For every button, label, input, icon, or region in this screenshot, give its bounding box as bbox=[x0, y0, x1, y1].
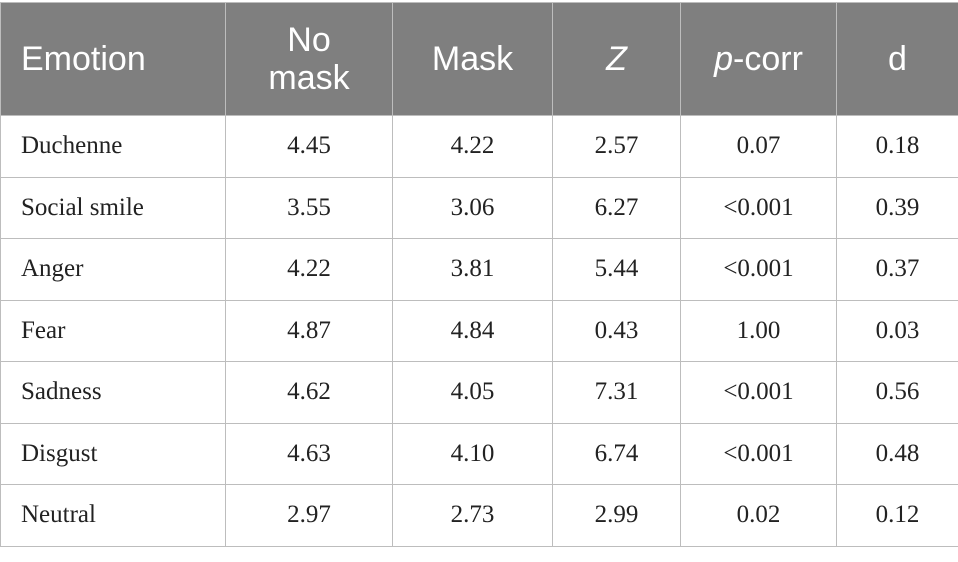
cell: 6.74 bbox=[553, 423, 681, 485]
cell: <0.001 bbox=[681, 423, 837, 485]
header-text: -corr bbox=[733, 40, 803, 78]
cell: 0.02 bbox=[681, 485, 837, 547]
cell: 4.87 bbox=[226, 300, 393, 362]
cell: 2.97 bbox=[226, 485, 393, 547]
cell: <0.001 bbox=[681, 239, 837, 301]
header-cell: Z bbox=[553, 3, 681, 116]
cell: 0.56 bbox=[837, 362, 958, 424]
cell: <0.001 bbox=[681, 362, 837, 424]
cell: 4.22 bbox=[393, 116, 553, 178]
cell: 3.06 bbox=[393, 177, 553, 239]
header-italic: Z bbox=[606, 40, 627, 78]
cell: 7.31 bbox=[553, 362, 681, 424]
row-label: Disgust bbox=[1, 423, 226, 485]
row-label: Sadness bbox=[1, 362, 226, 424]
row-label: Duchenne bbox=[1, 116, 226, 178]
cell: 0.37 bbox=[837, 239, 958, 301]
cell: 4.45 bbox=[226, 116, 393, 178]
header-cell: No mask bbox=[226, 3, 393, 116]
cell: 3.55 bbox=[226, 177, 393, 239]
cell: 3.81 bbox=[393, 239, 553, 301]
header-text: d bbox=[888, 40, 907, 78]
cell: 5.44 bbox=[553, 239, 681, 301]
row-label: Neutral bbox=[1, 485, 226, 547]
cell: 4.84 bbox=[393, 300, 553, 362]
row-label: Social smile bbox=[1, 177, 226, 239]
cell: 0.07 bbox=[681, 116, 837, 178]
cell: 2.99 bbox=[553, 485, 681, 547]
header-text: Emotion bbox=[21, 40, 146, 78]
cell: 0.48 bbox=[837, 423, 958, 485]
header-text: Mask bbox=[432, 40, 513, 78]
cell: <0.001 bbox=[681, 177, 837, 239]
cell: 4.10 bbox=[393, 423, 553, 485]
row-label: Fear bbox=[1, 300, 226, 362]
cell: 1.00 bbox=[681, 300, 837, 362]
cell: 2.73 bbox=[393, 485, 553, 547]
cell: 0.39 bbox=[837, 177, 958, 239]
header-cell: p-corr bbox=[681, 3, 837, 116]
header-cell: d bbox=[837, 3, 958, 116]
cell: 0.18 bbox=[837, 116, 958, 178]
cell: 2.57 bbox=[553, 116, 681, 178]
cell: 4.22 bbox=[226, 239, 393, 301]
cell: 0.43 bbox=[553, 300, 681, 362]
cell: 4.63 bbox=[226, 423, 393, 485]
row-label: Anger bbox=[1, 239, 226, 301]
header-italic: p bbox=[714, 40, 733, 78]
cell: 0.03 bbox=[837, 300, 958, 362]
cell: 0.12 bbox=[837, 485, 958, 547]
header-text: No mask bbox=[259, 21, 359, 97]
cell: 4.62 bbox=[226, 362, 393, 424]
header-cell: Mask bbox=[393, 3, 553, 116]
cell: 6.27 bbox=[553, 177, 681, 239]
header-cell: Emotion bbox=[1, 3, 226, 116]
cell: 4.05 bbox=[393, 362, 553, 424]
